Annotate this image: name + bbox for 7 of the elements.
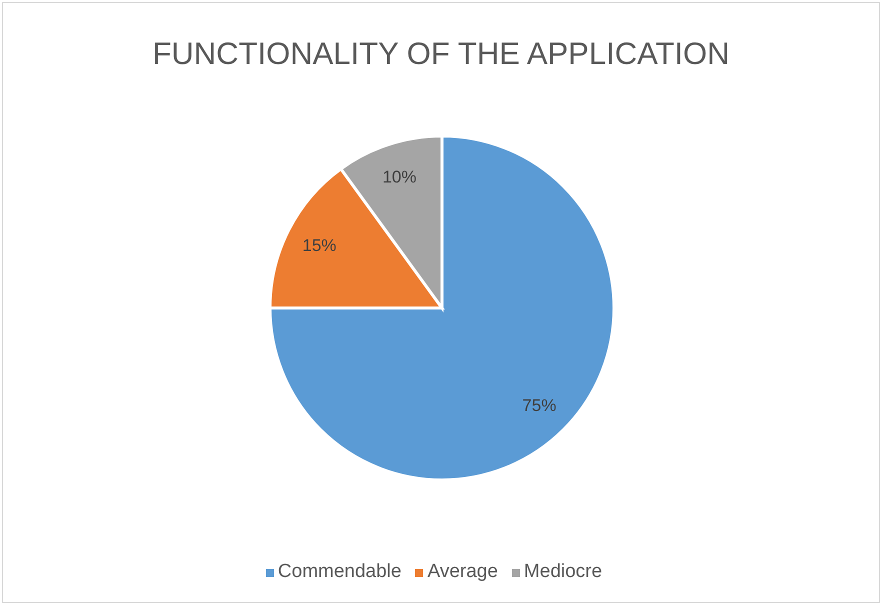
chart-title: FUNCTIONALITY OF THE APPLICATION	[151, 36, 731, 72]
legend-label: Mediocre	[524, 561, 602, 582]
legend-label: Commendable	[278, 561, 402, 582]
data-label: 10%	[382, 168, 416, 187]
data-label: 15%	[302, 236, 336, 256]
legend-label: Average	[427, 561, 498, 582]
data-label: 75%	[522, 396, 556, 415]
